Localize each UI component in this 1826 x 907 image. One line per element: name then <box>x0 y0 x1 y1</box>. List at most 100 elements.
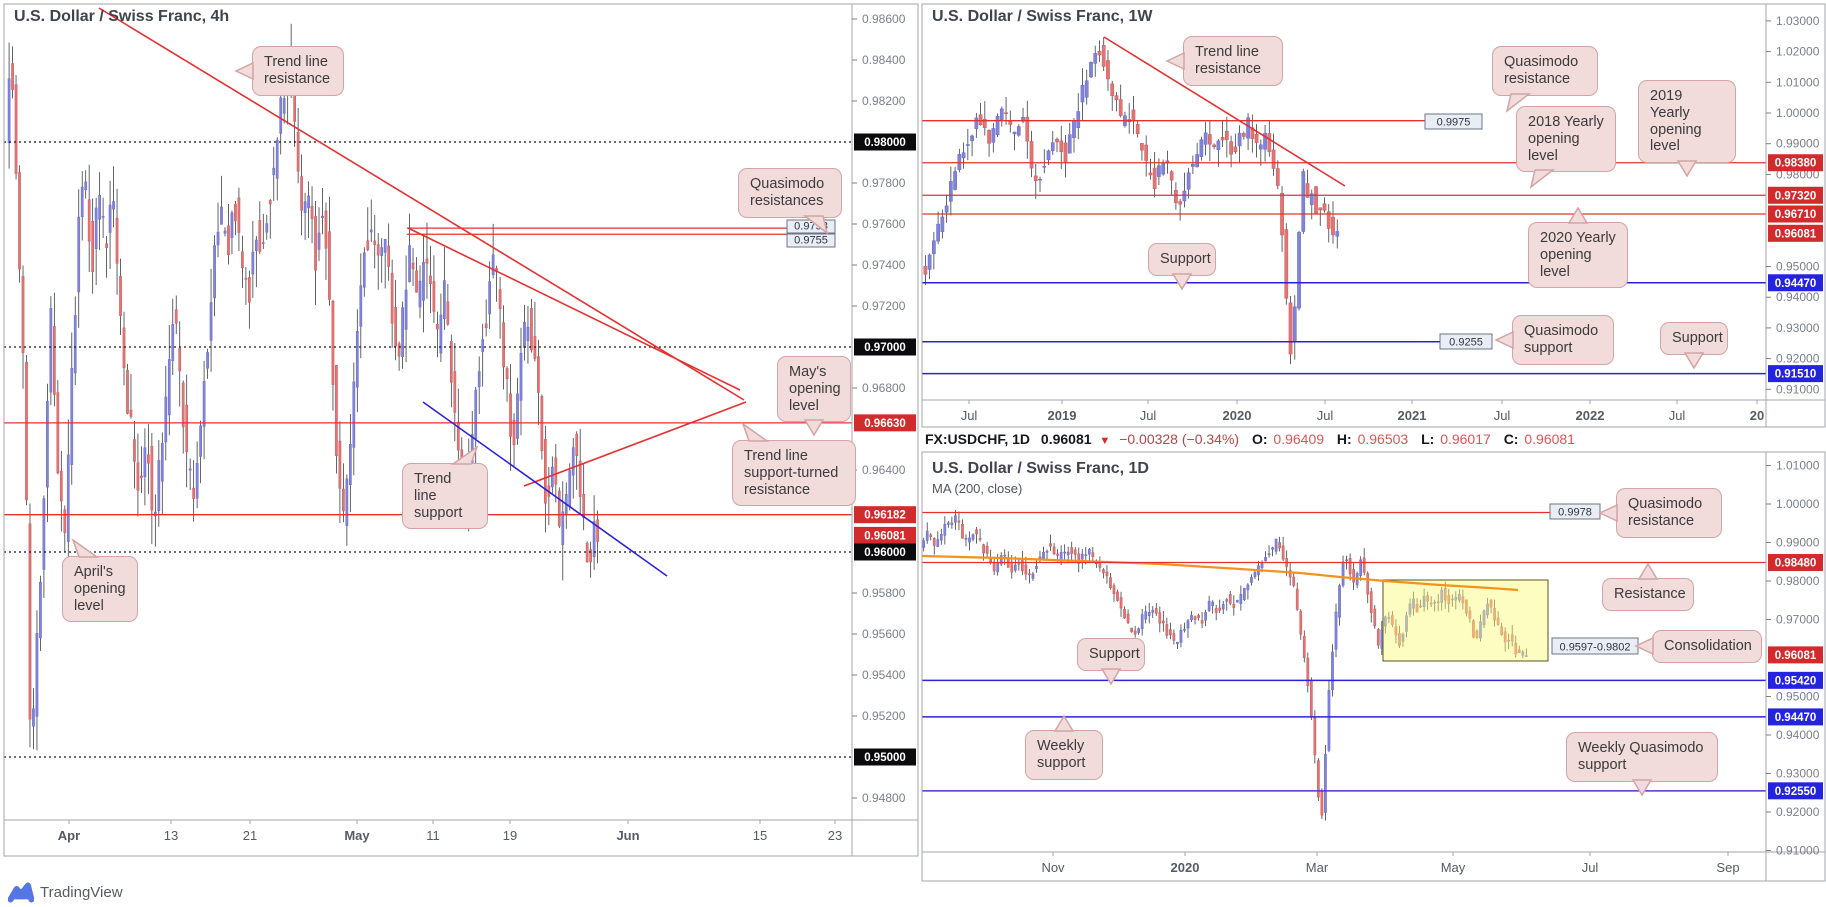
x-axis-tick-label: May <box>1441 860 1466 875</box>
price-axis-chip-text: 0.94470 <box>1775 712 1817 724</box>
callout-tail <box>234 61 254 80</box>
y-axis-tick-label: 0.98000 <box>1776 574 1820 588</box>
x-axis-tick-label: Jul <box>1669 408 1686 423</box>
ticker-open-label: O: <box>1251 431 1268 447</box>
callout-text: Trend line <box>1195 44 1259 60</box>
h4-trend-line[interactable] <box>422 401 668 577</box>
price-axis-chip-text: 0.95000 <box>864 752 906 764</box>
callout-tail <box>1100 668 1122 686</box>
callout-w1-support-2[interactable]: Support <box>1660 322 1728 370</box>
y-axis-tick-label: 0.97800 <box>862 176 906 190</box>
callout-w1-2020-yearly-opening-level[interactable]: 2020 Yearly opening level <box>1528 206 1628 289</box>
price-axis-chip-text: 0.97320 <box>1775 190 1817 202</box>
price-label-text: 0.9975 <box>1437 117 1471 129</box>
callout-text: resistance <box>264 70 331 87</box>
price-label-text: 0.9255 <box>1449 337 1483 349</box>
y-axis-tick-label: 0.95000 <box>1776 690 1820 704</box>
y-axis-tick-label: 0.97200 <box>862 299 906 313</box>
callout-d1-quasimodo-resistance[interactable]: Quasimodo resistance <box>1598 488 1722 538</box>
callout-tail <box>450 445 479 465</box>
h4-trend-line[interactable] <box>523 401 747 487</box>
callout-tail <box>1529 169 1556 190</box>
w1-trend-line[interactable] <box>1103 36 1346 187</box>
price-axis-chip <box>854 414 916 432</box>
x-axis-tick-label: 2020 <box>1223 408 1252 423</box>
callout-tail <box>1634 637 1654 656</box>
price-label-box[interactable] <box>1424 113 1483 130</box>
price-label-box[interactable] <box>786 233 836 248</box>
callout-h4-trendline-support[interactable]: Trend line support <box>402 445 488 530</box>
x-axis-tick-label: May <box>344 828 370 843</box>
callout-tail <box>1598 503 1618 522</box>
callout-h4-quasimodo-resistances[interactable]: Quasimodo resistances <box>738 168 842 235</box>
y-axis-tick-label: 0.97400 <box>862 258 906 272</box>
callout-tail <box>803 419 825 437</box>
price-label-box[interactable] <box>1549 503 1601 520</box>
callout-text: resistance <box>744 481 811 498</box>
callout-w1-quasimodo-resistance[interactable]: Quasimodo resistance <box>1492 46 1598 113</box>
callout-w1-trendline-resistance[interactable]: Trend line resistance <box>1165 36 1283 86</box>
price-label-box[interactable] <box>1439 333 1493 350</box>
x-axis-tick-label: Mar <box>1306 860 1329 875</box>
callout-text: Resistance <box>1614 586 1686 602</box>
x-axis-tick-label: 2022 <box>1576 408 1605 423</box>
callout-text: support <box>1037 754 1086 771</box>
callout-tail <box>1171 273 1193 291</box>
price-axis-chip-text: 0.96081 <box>864 530 906 542</box>
pane-title-1d: U.S. Dollar / Swiss Franc, 1D <box>932 460 1149 477</box>
h4-trend-line[interactable] <box>98 7 745 401</box>
ticker-row: FX:USDCHF, 1D 0.96081 ▼ −0.00328 (−0.34%… <box>925 431 1575 447</box>
callout-d1-support[interactable]: Support <box>1077 638 1145 686</box>
callout-text: opening <box>789 380 841 397</box>
ticker-symbol[interactable]: FX:USDCHF, 1D <box>925 431 1031 447</box>
callout-text: level <box>1540 263 1570 280</box>
tradingview-logo-icon <box>8 882 34 903</box>
ticker-close-label: C: <box>1503 431 1519 447</box>
callout-d1-weekly-support[interactable]: Weekly support <box>1025 714 1103 780</box>
callout-w1-support[interactable]: Support <box>1148 243 1216 291</box>
price-axis-chip <box>854 748 916 766</box>
pane-title-1w: U.S. Dollar / Swiss Franc, 1W <box>932 8 1153 25</box>
tradingview-logo[interactable]: TradingView <box>8 882 123 903</box>
x-axis-tick-label: 2019 <box>1048 408 1077 423</box>
callout-text: April's <box>74 564 114 580</box>
price-axis-chip <box>1768 671 1823 689</box>
x-axis-tick-label: 23 <box>828 828 842 843</box>
callout-text: resistance <box>1195 60 1262 77</box>
callout-w1-2019-yearly-opening-level[interactable]: 2019 Yearly opening level <box>1638 80 1736 178</box>
price-axis-chip-text: 0.95420 <box>1775 675 1817 687</box>
callout-h4-aprils-opening-level[interactable]: April's opening level <box>62 538 138 623</box>
price-axis-chip-text: 0.91510 <box>1775 369 1817 381</box>
ticker-change: −0.00328 (−0.34%) <box>1119 431 1240 447</box>
ticker-open-value: 0.96409 <box>1273 431 1325 447</box>
callout-text: Quasimodo <box>1504 54 1579 70</box>
callout-d1-consolidation[interactable]: Consolidation <box>1634 630 1762 663</box>
callout-h4-mays-opening-level[interactable]: May's opening level <box>777 356 851 437</box>
callout-w1-quasimodo-support[interactable]: Quasimodo support <box>1494 315 1614 365</box>
x-axis-tick-label: 20 <box>1750 408 1764 423</box>
callout-h4-trendline-support-turned-resistance[interactable]: Trend line support-turned resistance <box>732 422 856 507</box>
callout-text: 2019 Yearly <box>1650 88 1690 121</box>
callout-text: Quasimodo <box>1524 323 1599 339</box>
callout-d1-resistance[interactable]: Resistance <box>1602 562 1694 611</box>
callout-tail <box>1505 92 1532 113</box>
y-axis-tick-label: 0.95600 <box>862 627 906 641</box>
ticker-price: 0.96081 <box>1040 431 1092 447</box>
callout-text: level <box>789 397 819 414</box>
x-axis-tick-label: Jul <box>1494 408 1511 423</box>
callout-h4-trendline-resistance[interactable]: Trend line resistance <box>234 46 344 96</box>
price-axis-chip <box>1768 154 1823 172</box>
callout-text: Support <box>1160 251 1211 267</box>
callout-d1-weekly-quasimodo-support[interactable]: Weekly Quasimodo support <box>1566 732 1718 797</box>
ma-200-line[interactable] <box>921 554 1519 592</box>
w1-candles <box>923 37 1340 365</box>
price-axis-chip-text: 0.96081 <box>1775 228 1817 240</box>
h4-trend-line[interactable] <box>407 227 741 391</box>
callout-text: support <box>1578 756 1627 773</box>
y-axis-tick-label: 1.01000 <box>1776 75 1820 89</box>
ma-legend[interactable]: MA (200, close) <box>932 481 1023 496</box>
consolidation-box[interactable] <box>1382 579 1549 662</box>
price-axis-chip <box>1768 274 1823 292</box>
callout-w1-2018-yearly-opening-level[interactable]: 2018 Yearly opening level <box>1516 106 1616 190</box>
